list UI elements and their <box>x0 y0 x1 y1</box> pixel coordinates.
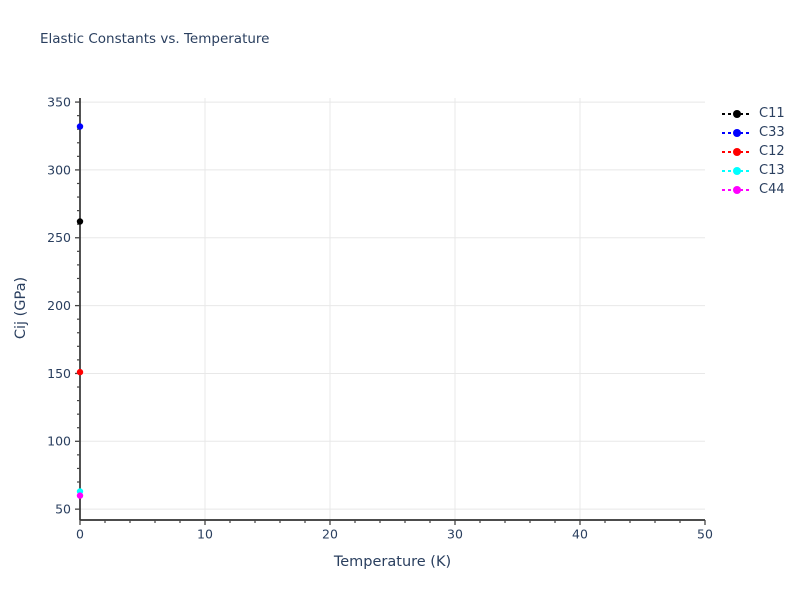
legend: C11 C33 C12 C13 C44 <box>722 104 785 199</box>
legend-marker-icon <box>722 147 752 156</box>
x-tick-label: 50 <box>697 527 713 542</box>
y-axis-title: Cij (GPa) <box>13 276 29 340</box>
legend-label: C12 <box>759 144 785 159</box>
y-tick-label: 200 <box>47 298 71 313</box>
data-point-C12 <box>76 368 84 376</box>
legend-marker-icon <box>722 109 752 118</box>
legend-label: C11 <box>759 106 785 121</box>
legend-item-C12[interactable]: C12 <box>722 142 785 161</box>
legend-item-C33[interactable]: C33 <box>722 123 785 142</box>
legend-item-C13[interactable]: C13 <box>722 161 785 180</box>
legend-dot <box>733 109 741 118</box>
legend-item-C11[interactable]: C11 <box>722 104 785 123</box>
legend-item-C44[interactable]: C44 <box>722 180 785 199</box>
x-tick-label: 0 <box>76 527 84 542</box>
data-point-C11 <box>76 218 84 225</box>
x-axis-title: Temperature (K) <box>333 554 452 570</box>
legend-dot <box>733 185 741 194</box>
legend-dot <box>733 128 741 137</box>
x-tick-label: 30 <box>447 527 463 542</box>
legend-marker-icon <box>722 128 752 137</box>
legend-marker-icon <box>722 166 752 175</box>
legend-label: C13 <box>759 163 785 178</box>
legend-label: C44 <box>759 182 785 197</box>
legend-label: C33 <box>759 125 785 140</box>
x-tick-label: 40 <box>572 527 588 542</box>
chart-title: Elastic Constants vs. Temperature <box>40 31 270 47</box>
x-tick-label: 10 <box>197 527 213 542</box>
x-tick-label: 20 <box>322 527 338 542</box>
legend-dot <box>733 147 741 156</box>
y-tick-label: 100 <box>47 434 71 449</box>
y-tick-label: 150 <box>47 366 71 381</box>
y-tick-label: 350 <box>47 94 71 109</box>
legend-dot <box>733 166 741 175</box>
y-tick-label: 50 <box>55 502 71 517</box>
data-point-C33 <box>76 123 84 130</box>
data-point-C44 <box>76 492 84 499</box>
y-tick-label: 300 <box>47 162 71 177</box>
legend-marker-icon <box>722 185 752 194</box>
y-tick-label: 250 <box>47 230 71 245</box>
